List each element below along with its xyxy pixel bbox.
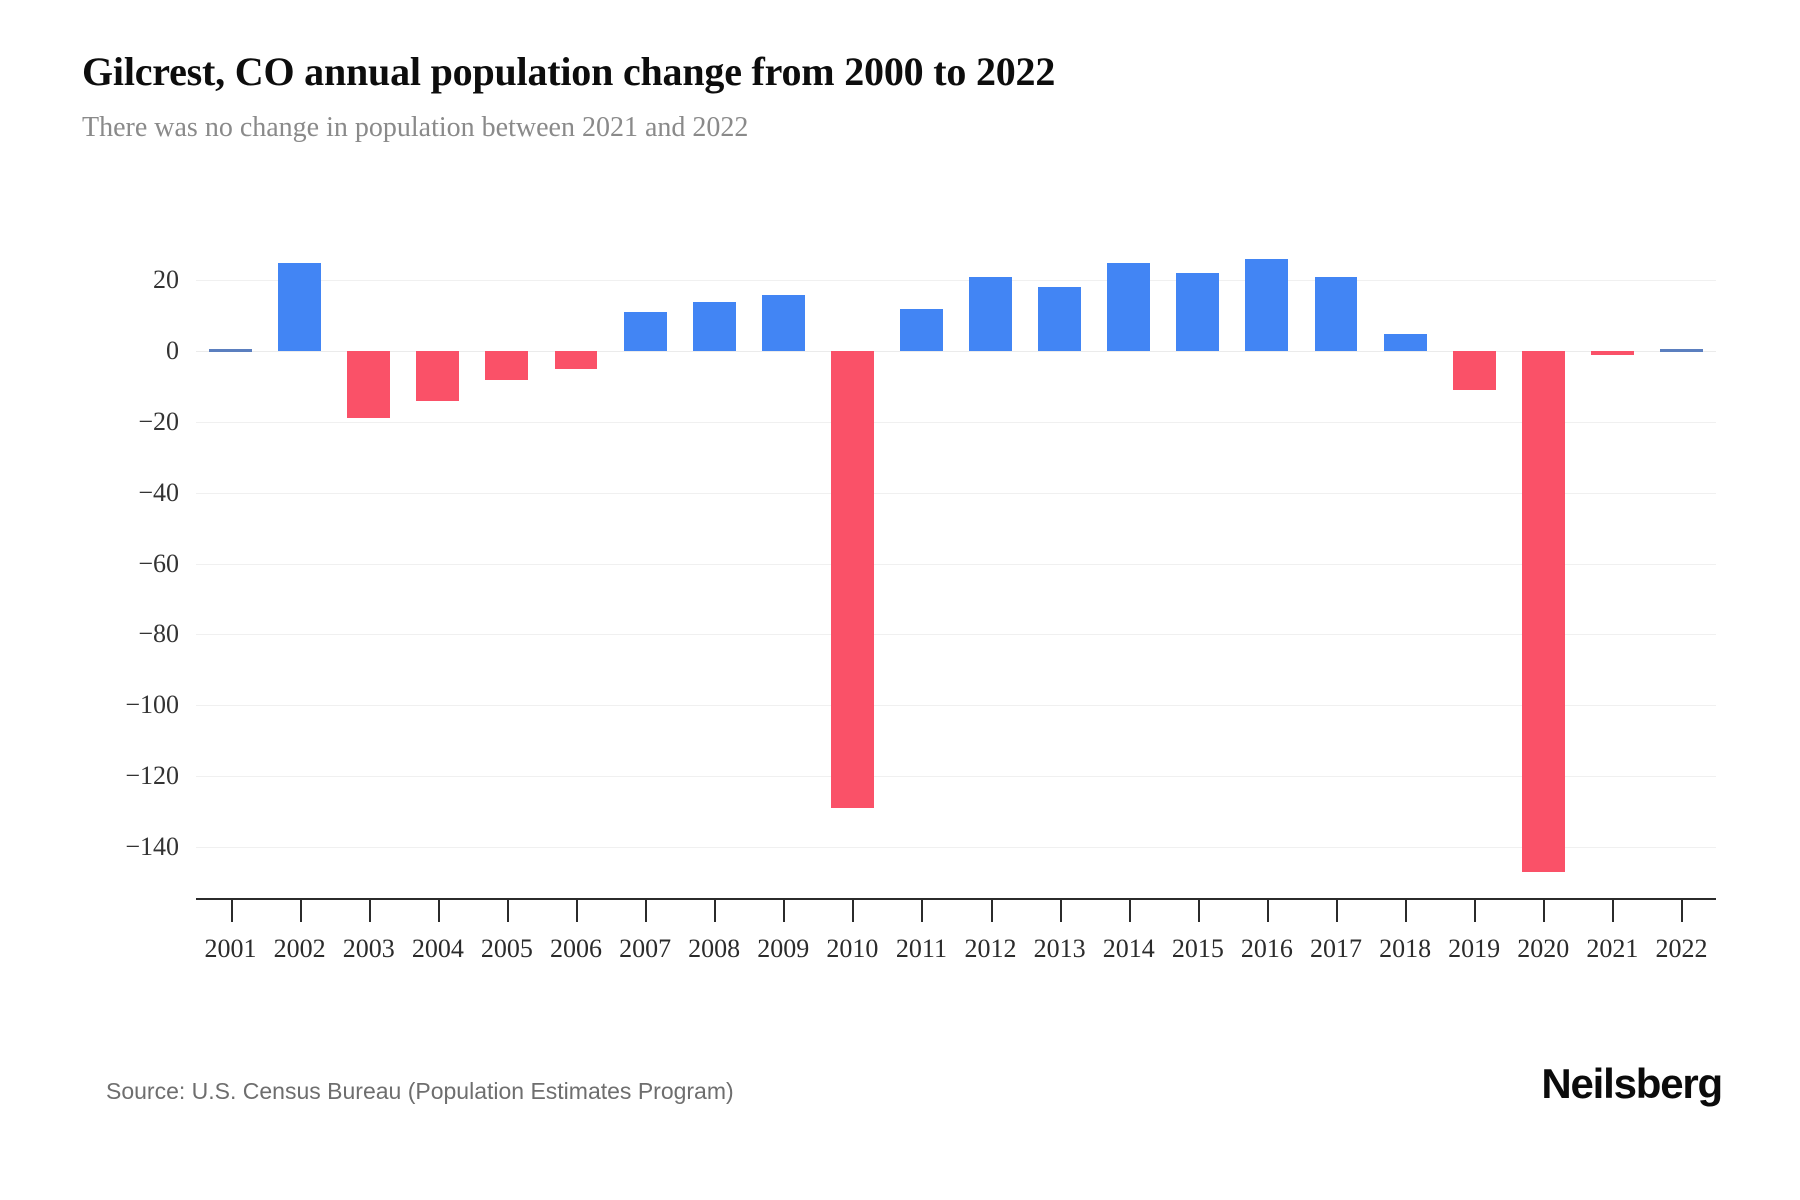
x-axis-tick-label: 2011: [895, 934, 947, 963]
x-axis-tick-label: 2003: [342, 934, 395, 963]
bar-2002[interactable]: [278, 262, 322, 352]
x-axis-tick-label: 2014: [1102, 934, 1155, 963]
bar-2021[interactable]: [1590, 351, 1634, 355]
bar-2006[interactable]: [554, 351, 598, 369]
x-axis-tick-mark: [645, 900, 648, 922]
x-axis-tick-label: 2021: [1586, 934, 1639, 963]
x-axis-tick-mark: [1612, 900, 1615, 922]
chart-subtitle: There was no change in population betwee…: [82, 112, 749, 144]
x-axis-tick-label: 2008: [688, 934, 741, 963]
chart-header: Gilcrest, CO annual population change fr…: [82, 48, 1722, 145]
x-axis-tick-label: 2013: [1033, 934, 1086, 963]
x-axis-tick-mark: [1266, 900, 1269, 922]
x-axis-tick-label: 2010: [826, 934, 879, 963]
gridline: [196, 846, 1716, 848]
x-axis-tick-mark: [368, 900, 371, 922]
x-axis-tick-mark: [506, 900, 509, 922]
x-axis-tick-mark: [230, 900, 233, 922]
y-axis-tick-label: −60: [138, 548, 179, 578]
x-axis-tick-mark: [990, 900, 993, 922]
zero-gridline: [196, 351, 1716, 353]
bar-2014[interactable]: [1107, 262, 1151, 352]
bar-2004[interactable]: [416, 351, 460, 401]
bar-2015[interactable]: [1176, 273, 1220, 352]
x-axis-tick-label: 2016: [1240, 934, 1293, 963]
y-axis-tick-label: −140: [125, 831, 179, 861]
bar-2001[interactable]: [209, 349, 252, 353]
gridline: [196, 422, 1716, 424]
x-axis-tick-mark: [1474, 900, 1477, 922]
x-axis-tick-label: 2017: [1310, 934, 1362, 963]
source-note: Source: U.S. Census Bureau (Population E…: [106, 1078, 734, 1104]
x-axis-tick-mark: [1128, 900, 1131, 922]
x-axis-tick-mark: [437, 900, 440, 922]
page-title: Gilcrest, CO annual population change fr…: [82, 49, 1056, 94]
x-axis-tick-label: 2001: [204, 934, 257, 963]
gridline: [196, 776, 1716, 778]
bar-2010[interactable]: [830, 351, 874, 808]
bar-2008[interactable]: [692, 301, 736, 352]
x-axis-tick-label: 2007: [619, 934, 672, 963]
bar-2009[interactable]: [761, 294, 805, 352]
bar-2007[interactable]: [623, 312, 667, 352]
bar-2020[interactable]: [1521, 351, 1565, 872]
gridline: [196, 492, 1716, 494]
x-axis-tick-label: 2006: [550, 934, 602, 963]
y-axis-tick-label: −20: [138, 407, 179, 437]
x-axis-tick-label: 2022: [1655, 934, 1708, 963]
gridline: [196, 280, 1716, 282]
gridline: [196, 634, 1716, 636]
bar-2012[interactable]: [969, 276, 1012, 352]
x-axis-line: [196, 898, 1716, 900]
x-axis-tick-mark: [576, 900, 578, 922]
gridline: [196, 705, 1716, 707]
y-axis-tick-label: 0: [166, 336, 179, 366]
x-axis-tick-mark: [1681, 900, 1684, 922]
x-axis-tick-label: 2015: [1171, 934, 1224, 963]
bar-2022[interactable]: [1660, 349, 1703, 353]
x-axis-tick-mark: [714, 900, 717, 922]
plot-area: [196, 245, 1716, 900]
x-axis-tick-mark: [1059, 900, 1062, 922]
x-axis-tick-mark: [852, 900, 855, 922]
bar-2018[interactable]: [1383, 333, 1427, 352]
bar-2013[interactable]: [1038, 287, 1082, 352]
x-axis-tick-label: 2018: [1379, 934, 1432, 963]
y-axis-tick-label: −40: [138, 477, 179, 507]
bar-2011[interactable]: [900, 308, 943, 352]
x-axis-tick-mark: [921, 900, 924, 922]
x-axis-tick-mark: [299, 900, 302, 922]
y-axis-tick-label: −100: [125, 690, 179, 720]
bar-2016[interactable]: [1245, 259, 1289, 352]
bar-2019[interactable]: [1452, 351, 1496, 391]
x-axis-tick-label: 2012: [964, 934, 1017, 963]
x-axis-tick-label: 2005: [480, 934, 533, 963]
x-axis-tick-mark: [1336, 900, 1338, 922]
x-axis-tick-mark: [1405, 900, 1408, 922]
bar-2017[interactable]: [1314, 276, 1358, 352]
y-axis-tick-label: −80: [138, 619, 179, 649]
x-axis-tick-label: 2002: [273, 934, 326, 963]
bar-2003[interactable]: [347, 351, 391, 419]
x-axis-tick-mark: [1543, 900, 1546, 922]
x-axis-tick-mark: [1197, 900, 1200, 922]
gridline: [196, 563, 1716, 565]
x-axis-tick-label: 2020: [1517, 934, 1570, 963]
x-axis-tick-label: 2019: [1448, 934, 1501, 963]
bar-2005[interactable]: [485, 351, 529, 380]
x-axis-tick-mark: [783, 900, 786, 922]
y-axis-labels: 20 0 −20 −40 −60 −80 −100 −120 −140: [40, 245, 180, 900]
y-axis-tick-label: 20: [153, 265, 179, 295]
brand-logo: Neilsberg: [1541, 1060, 1723, 1107]
y-axis-tick-label: −120: [125, 761, 179, 791]
x-axis-tick-label: 2009: [757, 934, 810, 963]
x-axis-tick-label: 2004: [411, 934, 464, 963]
